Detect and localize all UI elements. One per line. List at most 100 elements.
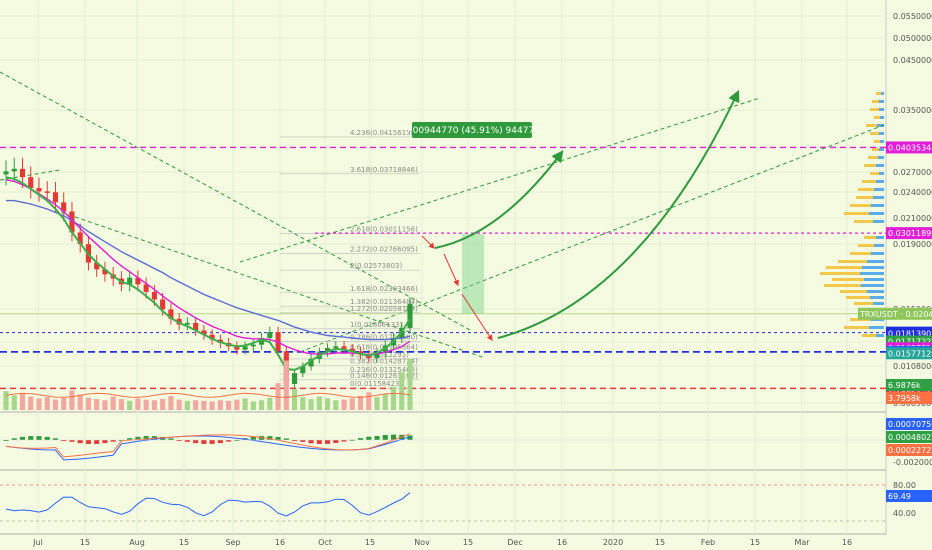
volume-bar (151, 400, 157, 410)
volume-profile-bar (872, 100, 879, 103)
x-tick-label: Aug (129, 538, 145, 547)
volume-bar (341, 399, 347, 410)
volume-bar (226, 400, 232, 410)
candle-body (250, 344, 256, 347)
symbol-tag-bg (858, 307, 932, 320)
fib-level-label: 0.786(0.01714680) (350, 333, 418, 341)
macd-histogram-bar (292, 440, 298, 441)
macd-histogram-bar (333, 440, 339, 444)
volume-profile-bar (879, 172, 884, 175)
fib-level-label: 0.146(0.01263162) (350, 372, 418, 380)
x-tick-label: 15 (655, 538, 665, 547)
volume-profile-bar (879, 108, 884, 111)
volume-profile-bar (879, 100, 884, 103)
volume-profile-bar (871, 252, 884, 255)
candle-body (292, 373, 298, 385)
x-tick-label: Sep (225, 538, 240, 547)
price-badge: 0.04035344 (888, 143, 932, 152)
volume-profile-bar (820, 272, 860, 275)
macd-histogram-bar (143, 436, 149, 440)
candle-body (127, 277, 133, 285)
volume-profile-bar (862, 334, 876, 337)
volume-badge-bg (886, 379, 932, 391)
volume-bar (44, 397, 50, 410)
fib-level-label: 0.5(0.01512291) (350, 351, 409, 359)
volume-bar (275, 383, 281, 410)
y-tick-label: 0.02700000 (893, 168, 932, 177)
candle-body (52, 192, 59, 203)
volume-bar (242, 398, 248, 410)
volume-profile-bar (866, 124, 877, 127)
volume-profile-bar (854, 220, 873, 223)
candle-body (308, 358, 314, 367)
price-badge: 0.01813901 (888, 329, 932, 338)
macd-histogram-bar (366, 436, 372, 440)
volume-bar (267, 397, 273, 410)
macd-histogram-bar (217, 440, 223, 444)
volume-bar (217, 400, 223, 410)
volume-profile-bar (873, 302, 884, 305)
volume-profile-bar (858, 244, 874, 247)
price-badge: 0.03011899 (888, 229, 932, 238)
volume-profile-bar (860, 272, 884, 275)
volume-bar (19, 392, 26, 410)
macd-histogram-bar (193, 440, 199, 444)
volume-profile-bar (856, 196, 873, 199)
volume-profile-bar (832, 278, 864, 281)
candle-body (61, 202, 67, 212)
candle-body (324, 348, 331, 353)
volume-bar (283, 360, 289, 410)
channel-line (0, 71, 471, 331)
volume-bar (209, 401, 215, 410)
x-tick-label: 15 (179, 538, 189, 547)
volume-bar (184, 400, 190, 410)
macd-tick-label: -0.00200000 (893, 458, 932, 467)
volume-bar (374, 397, 380, 410)
volume-profile-bar (864, 164, 876, 167)
volume-bar (11, 395, 17, 410)
volume-bar (127, 400, 133, 410)
volume-bar (357, 395, 364, 410)
y-tick-label: 0.02400000 (893, 188, 932, 197)
fib-level-label: 1.272(0.02058705) (350, 305, 418, 313)
macd-histogram-bar (3, 440, 9, 441)
macd-badge: 0.00070750 (888, 420, 932, 429)
macd-histogram-bar (184, 440, 190, 442)
volume-bar (300, 397, 306, 410)
y-tick-label: 0.02100000 (893, 214, 932, 223)
volume-profile-bar (838, 260, 867, 263)
volume-bar (143, 399, 149, 410)
macd-histogram-bar (308, 440, 314, 444)
candle-body (242, 346, 248, 350)
fib-level-label: 0(0.01158423) (350, 380, 402, 388)
volume-profile-bar (858, 188, 874, 191)
candle-body (209, 334, 215, 340)
candle-body (184, 322, 190, 325)
volume-bar (193, 400, 199, 410)
price-badge-bg (886, 141, 932, 154)
volume-profile-bar (873, 196, 884, 199)
macd-histogram-bar (36, 436, 42, 440)
candle-body (374, 353, 380, 359)
volume-bar (308, 399, 314, 410)
candle-body (168, 309, 174, 319)
volume-bar (77, 394, 83, 410)
volume-profile-bar (824, 284, 861, 287)
volume-profile-bar (870, 132, 879, 135)
candle-body (151, 291, 157, 300)
volume-bar (366, 392, 372, 410)
volume-profile-bar (864, 236, 876, 239)
candle-body (3, 171, 9, 175)
volume-profile-bar (870, 296, 884, 299)
volume-profile-bar (867, 290, 884, 293)
moving-average-magenta (5, 179, 411, 356)
macd-histogram-bar (69, 440, 75, 442)
x-tick-label: 15 (365, 538, 375, 547)
fib-level-label: 1.382(0.02136484) (350, 298, 418, 306)
volume-profile-bar (880, 116, 884, 119)
macd-histogram-bar (61, 440, 67, 441)
volume-bar (399, 372, 405, 410)
candle-body (349, 348, 355, 352)
